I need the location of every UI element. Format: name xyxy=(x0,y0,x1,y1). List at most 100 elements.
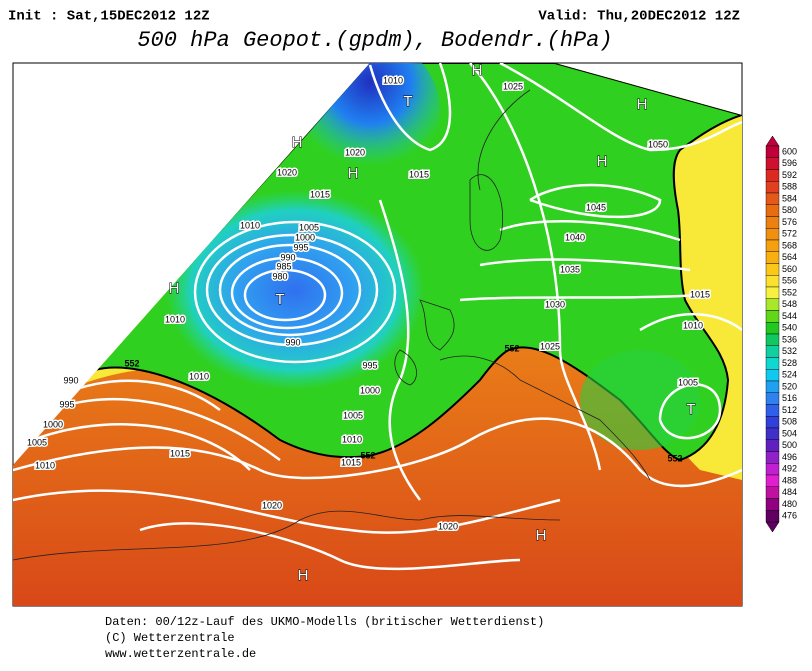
legend-swatch xyxy=(765,251,780,264)
legend-swatch xyxy=(765,498,780,511)
footer-copyright: (C) Wetterzentrale xyxy=(105,631,235,645)
legend-label: 516 xyxy=(782,393,797,403)
legend-label: 520 xyxy=(782,381,797,391)
legend-swatch xyxy=(765,263,780,276)
legend-label: 560 xyxy=(782,264,797,274)
legend-label: 528 xyxy=(782,358,797,368)
pressure-center: T xyxy=(275,291,284,308)
legend-label: 508 xyxy=(782,417,797,427)
isobar-label: 1010 xyxy=(240,220,260,230)
isobar-label: 1005 xyxy=(27,437,47,447)
pressure-center: H xyxy=(292,134,303,151)
pressure-center: H xyxy=(348,165,359,182)
isobar-label: 995 xyxy=(362,360,377,370)
pressure-center: T xyxy=(686,401,695,418)
legend-swatch xyxy=(765,451,780,464)
legend-swatch xyxy=(765,228,780,241)
footer-source: Daten: 00/12z-Lauf des UKMO-Modells (bri… xyxy=(105,615,544,629)
pressure-center: H xyxy=(169,280,180,297)
legend-swatch xyxy=(765,463,780,476)
isobar-label: 980 xyxy=(272,271,287,281)
isobar-label: 1010 xyxy=(35,460,55,470)
legend-label: 504 xyxy=(782,428,797,438)
map-title: 500 hPa Geopot.(gpdm), Bodendr.(hPa) xyxy=(137,28,612,53)
legend-swatch xyxy=(765,239,780,252)
legend-swatch xyxy=(765,322,780,335)
legend-label: 584 xyxy=(782,193,797,203)
isobar-label: 1015 xyxy=(409,169,429,179)
isobar-label: 1010 xyxy=(165,314,185,324)
isobar-label: 1020 xyxy=(438,521,458,531)
legend-swatch xyxy=(765,345,780,358)
isobar-label: 1020 xyxy=(277,167,297,177)
isobar-label: 1005 xyxy=(343,410,363,420)
isobar-label: 995 xyxy=(59,399,74,409)
legend-label: 556 xyxy=(782,276,797,286)
legend-label: 544 xyxy=(782,311,797,321)
isobar-label: 1010 xyxy=(189,371,209,381)
legend-label: 536 xyxy=(782,334,797,344)
legend-swatch xyxy=(765,298,780,311)
legend-cap-bottom xyxy=(765,521,780,533)
legend-label: 600 xyxy=(782,146,797,156)
color-legend: 6005965925885845805765725685645605565525… xyxy=(765,135,797,533)
legend-label: 500 xyxy=(782,440,797,450)
legend-swatch xyxy=(765,404,780,417)
legend-label: 588 xyxy=(782,182,797,192)
pressure-center: H xyxy=(298,567,309,584)
legend-swatch xyxy=(765,427,780,440)
legend-label: 524 xyxy=(782,370,797,380)
pressure-center: H xyxy=(597,153,608,170)
footer-url: www.wetterzentrale.de xyxy=(105,647,256,661)
isobar-label: 1025 xyxy=(540,341,560,351)
legend-swatch xyxy=(765,474,780,487)
legend-label: 548 xyxy=(782,299,797,309)
isobar-label: 1015 xyxy=(170,448,190,458)
legend-swatch xyxy=(765,416,780,429)
isobar-label: 1045 xyxy=(586,202,606,212)
isobar-label: 1005 xyxy=(678,377,698,387)
legend-label: 580 xyxy=(782,205,797,215)
isobar-label: 1010 xyxy=(342,434,362,444)
legend-swatch xyxy=(765,157,780,170)
legend-label: 512 xyxy=(782,405,797,415)
legend-swatch xyxy=(765,204,780,217)
legend-swatch xyxy=(765,439,780,452)
legend-label: 488 xyxy=(782,475,797,485)
legend-label: 480 xyxy=(782,499,797,509)
isobar-label: 990 xyxy=(280,252,295,262)
legend-label: 496 xyxy=(782,452,797,462)
isobar-label: 1020 xyxy=(262,500,282,510)
legend-swatch xyxy=(765,380,780,393)
pressure-center: H xyxy=(472,62,483,79)
pressure-center: H xyxy=(637,96,648,113)
valid-time: Valid: Thu,20DEC2012 12Z xyxy=(538,9,740,25)
legend-swatch xyxy=(765,392,780,405)
legend-label: 484 xyxy=(782,487,797,497)
legend-label: 492 xyxy=(782,464,797,474)
isobar-label: 1000 xyxy=(360,385,380,395)
legend-swatch xyxy=(765,286,780,299)
pressure-center: T xyxy=(403,93,412,110)
isobar-label: 1025 xyxy=(503,81,523,91)
legend-label: 572 xyxy=(782,229,797,239)
legend-label: 476 xyxy=(782,511,797,521)
legend-swatch xyxy=(765,192,780,205)
isobar-label: 995 xyxy=(293,242,308,252)
isobar-label: 1035 xyxy=(560,264,580,274)
legend-swatch xyxy=(765,216,780,229)
legend-swatch xyxy=(765,169,780,182)
legend-swatch xyxy=(765,486,780,499)
contour-label: 552 xyxy=(124,358,139,368)
isobar-label: 985 xyxy=(276,261,291,271)
legend-label: 552 xyxy=(782,287,797,297)
legend-label: 568 xyxy=(782,240,797,250)
legend-swatch xyxy=(765,357,780,370)
isobar-label: 1010 xyxy=(683,320,703,330)
isobar-label: 1000 xyxy=(43,419,63,429)
legend-cap-top xyxy=(765,135,780,147)
legend-swatch xyxy=(765,145,780,158)
legend-swatch xyxy=(765,333,780,346)
